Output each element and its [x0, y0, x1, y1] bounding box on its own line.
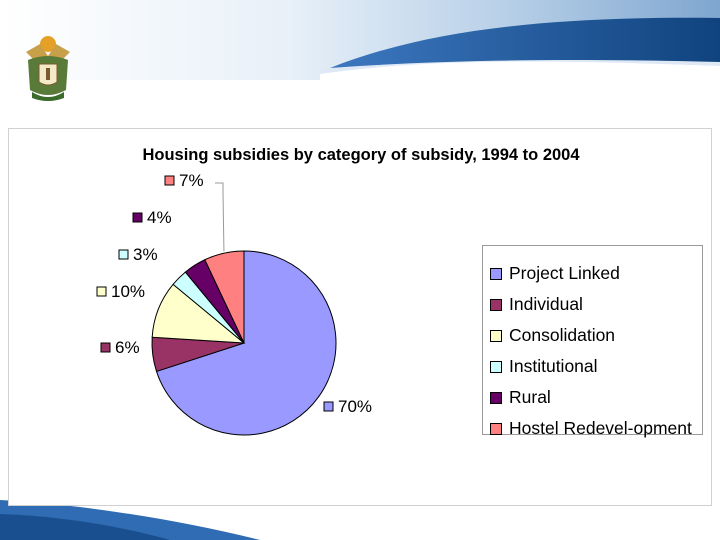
chart-panel: Housing subsidies by category of subsidy… [8, 128, 712, 506]
data-label-consolidation: 10% [111, 282, 145, 301]
legend-swatch [490, 360, 502, 373]
legend-item-consolidation: Consolidation [483, 320, 702, 351]
data-label-swatch-institutional [118, 249, 129, 260]
legend-swatch [490, 329, 502, 342]
data-label-swatch-hostel-redevel-opment [164, 175, 175, 186]
coat-of-arms-logo [26, 36, 70, 101]
header-banner [0, 0, 720, 80]
pie-chart: 70% 6% 10% 3% 4% 7% [96, 171, 372, 436]
leader-line-hostel-redevel-opment [215, 182, 225, 252]
legend-item-hostel-redevel-opment: Hostel Redevel-opment [483, 413, 702, 444]
legend-label: Consolidation [509, 325, 616, 345]
data-label-individual: 6% [115, 338, 140, 357]
legend-label: Hostel Redevel-opment [509, 418, 692, 438]
data-label-institutional: 3% [133, 245, 158, 264]
data-label-rural: 4% [147, 208, 172, 227]
data-label-swatch-consolidation [96, 286, 107, 297]
data-label-hostel-redevel-opment: 7% [179, 171, 204, 190]
legend-item-institutional: Institutional [483, 351, 702, 382]
legend-label: Project Linked [509, 263, 620, 283]
pie-slice-project-linked [155, 250, 337, 436]
legend-swatch [490, 267, 502, 280]
pie-slice-hostel-redevel-opment [204, 250, 245, 344]
chart-title: Housing subsidies by category of subsidy… [142, 146, 580, 164]
footer-swoosh [0, 500, 260, 540]
data-label-swatch-project-linked [323, 401, 334, 412]
data-label-swatch-rural [132, 212, 143, 223]
legend-item-individual: Individual [483, 289, 702, 320]
legend-item-project-linked: Project Linked [483, 258, 702, 289]
chart-legend: Project Linked Individual Consolidation Ins… [482, 245, 703, 438]
legend-swatch [490, 422, 502, 435]
legend-label: Institutional [509, 356, 598, 376]
legend-label: Rural [509, 387, 551, 407]
data-label-swatch-individual [100, 342, 111, 353]
data-label-project-linked: 70% [338, 397, 372, 416]
legend-label: Individual [509, 294, 583, 314]
legend-item-rural: Rural [483, 382, 702, 413]
legend-swatch [490, 391, 502, 404]
legend-swatch [490, 298, 502, 311]
